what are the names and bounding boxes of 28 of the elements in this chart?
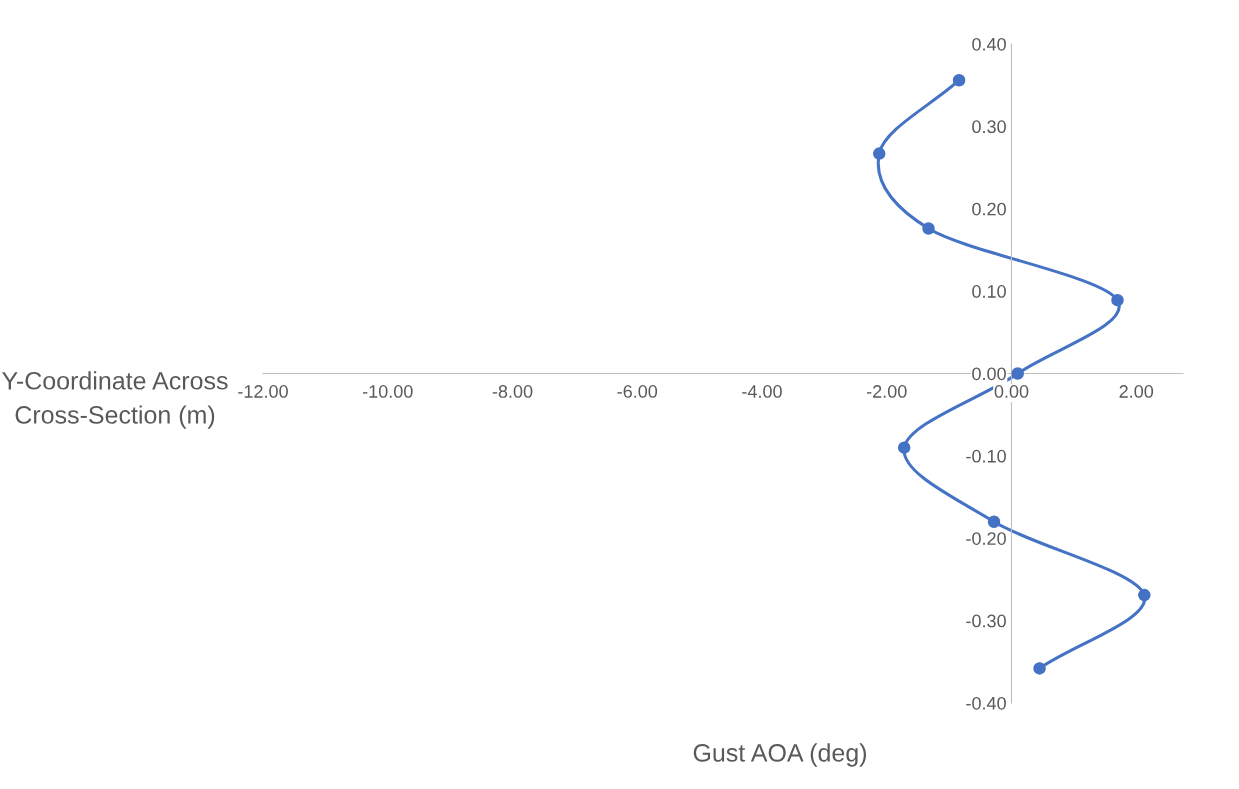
- point: [1138, 588, 1151, 602]
- x-tick-label: -12.00: [238, 385, 288, 398]
- y-tick-label: -0.10: [966, 449, 1006, 463]
- y-tick-label: 0.40: [972, 37, 1006, 51]
- y-axis-title: Y-Coordinate Across Cross-Section (m): [2, 371, 228, 429]
- y-tick-label: 0.20: [972, 202, 1006, 216]
- y-tick-label: 0.30: [972, 120, 1006, 134]
- point: [1111, 293, 1124, 307]
- point: [952, 73, 966, 87]
- point: [897, 441, 911, 454]
- x-tick-label: 2.00: [1119, 385, 1154, 398]
- x-axis-title: Gust AOA (deg): [693, 743, 866, 767]
- x-tick-label: -8.00: [492, 385, 533, 398]
- point: [922, 222, 935, 235]
- x-tick-label: 0.00: [994, 385, 1029, 398]
- y-tick-label: -0.20: [966, 532, 1006, 545]
- point: [1033, 662, 1046, 675]
- point: [987, 515, 1001, 529]
- point: [1011, 367, 1024, 380]
- y-tick-label: 0.00: [972, 367, 1006, 381]
- x-tick-label: -4.00: [742, 385, 782, 398]
- y-tick-label: -0.40: [966, 696, 1006, 710]
- x-tick-label: -10.00: [362, 385, 413, 398]
- x-tick-label: -2.00: [866, 385, 907, 398]
- y-tick-label: -0.30: [966, 614, 1006, 628]
- point: [872, 147, 886, 160]
- y-tick-label: 0.10: [972, 285, 1006, 298]
- x-tick-label: -6.00: [617, 385, 658, 398]
